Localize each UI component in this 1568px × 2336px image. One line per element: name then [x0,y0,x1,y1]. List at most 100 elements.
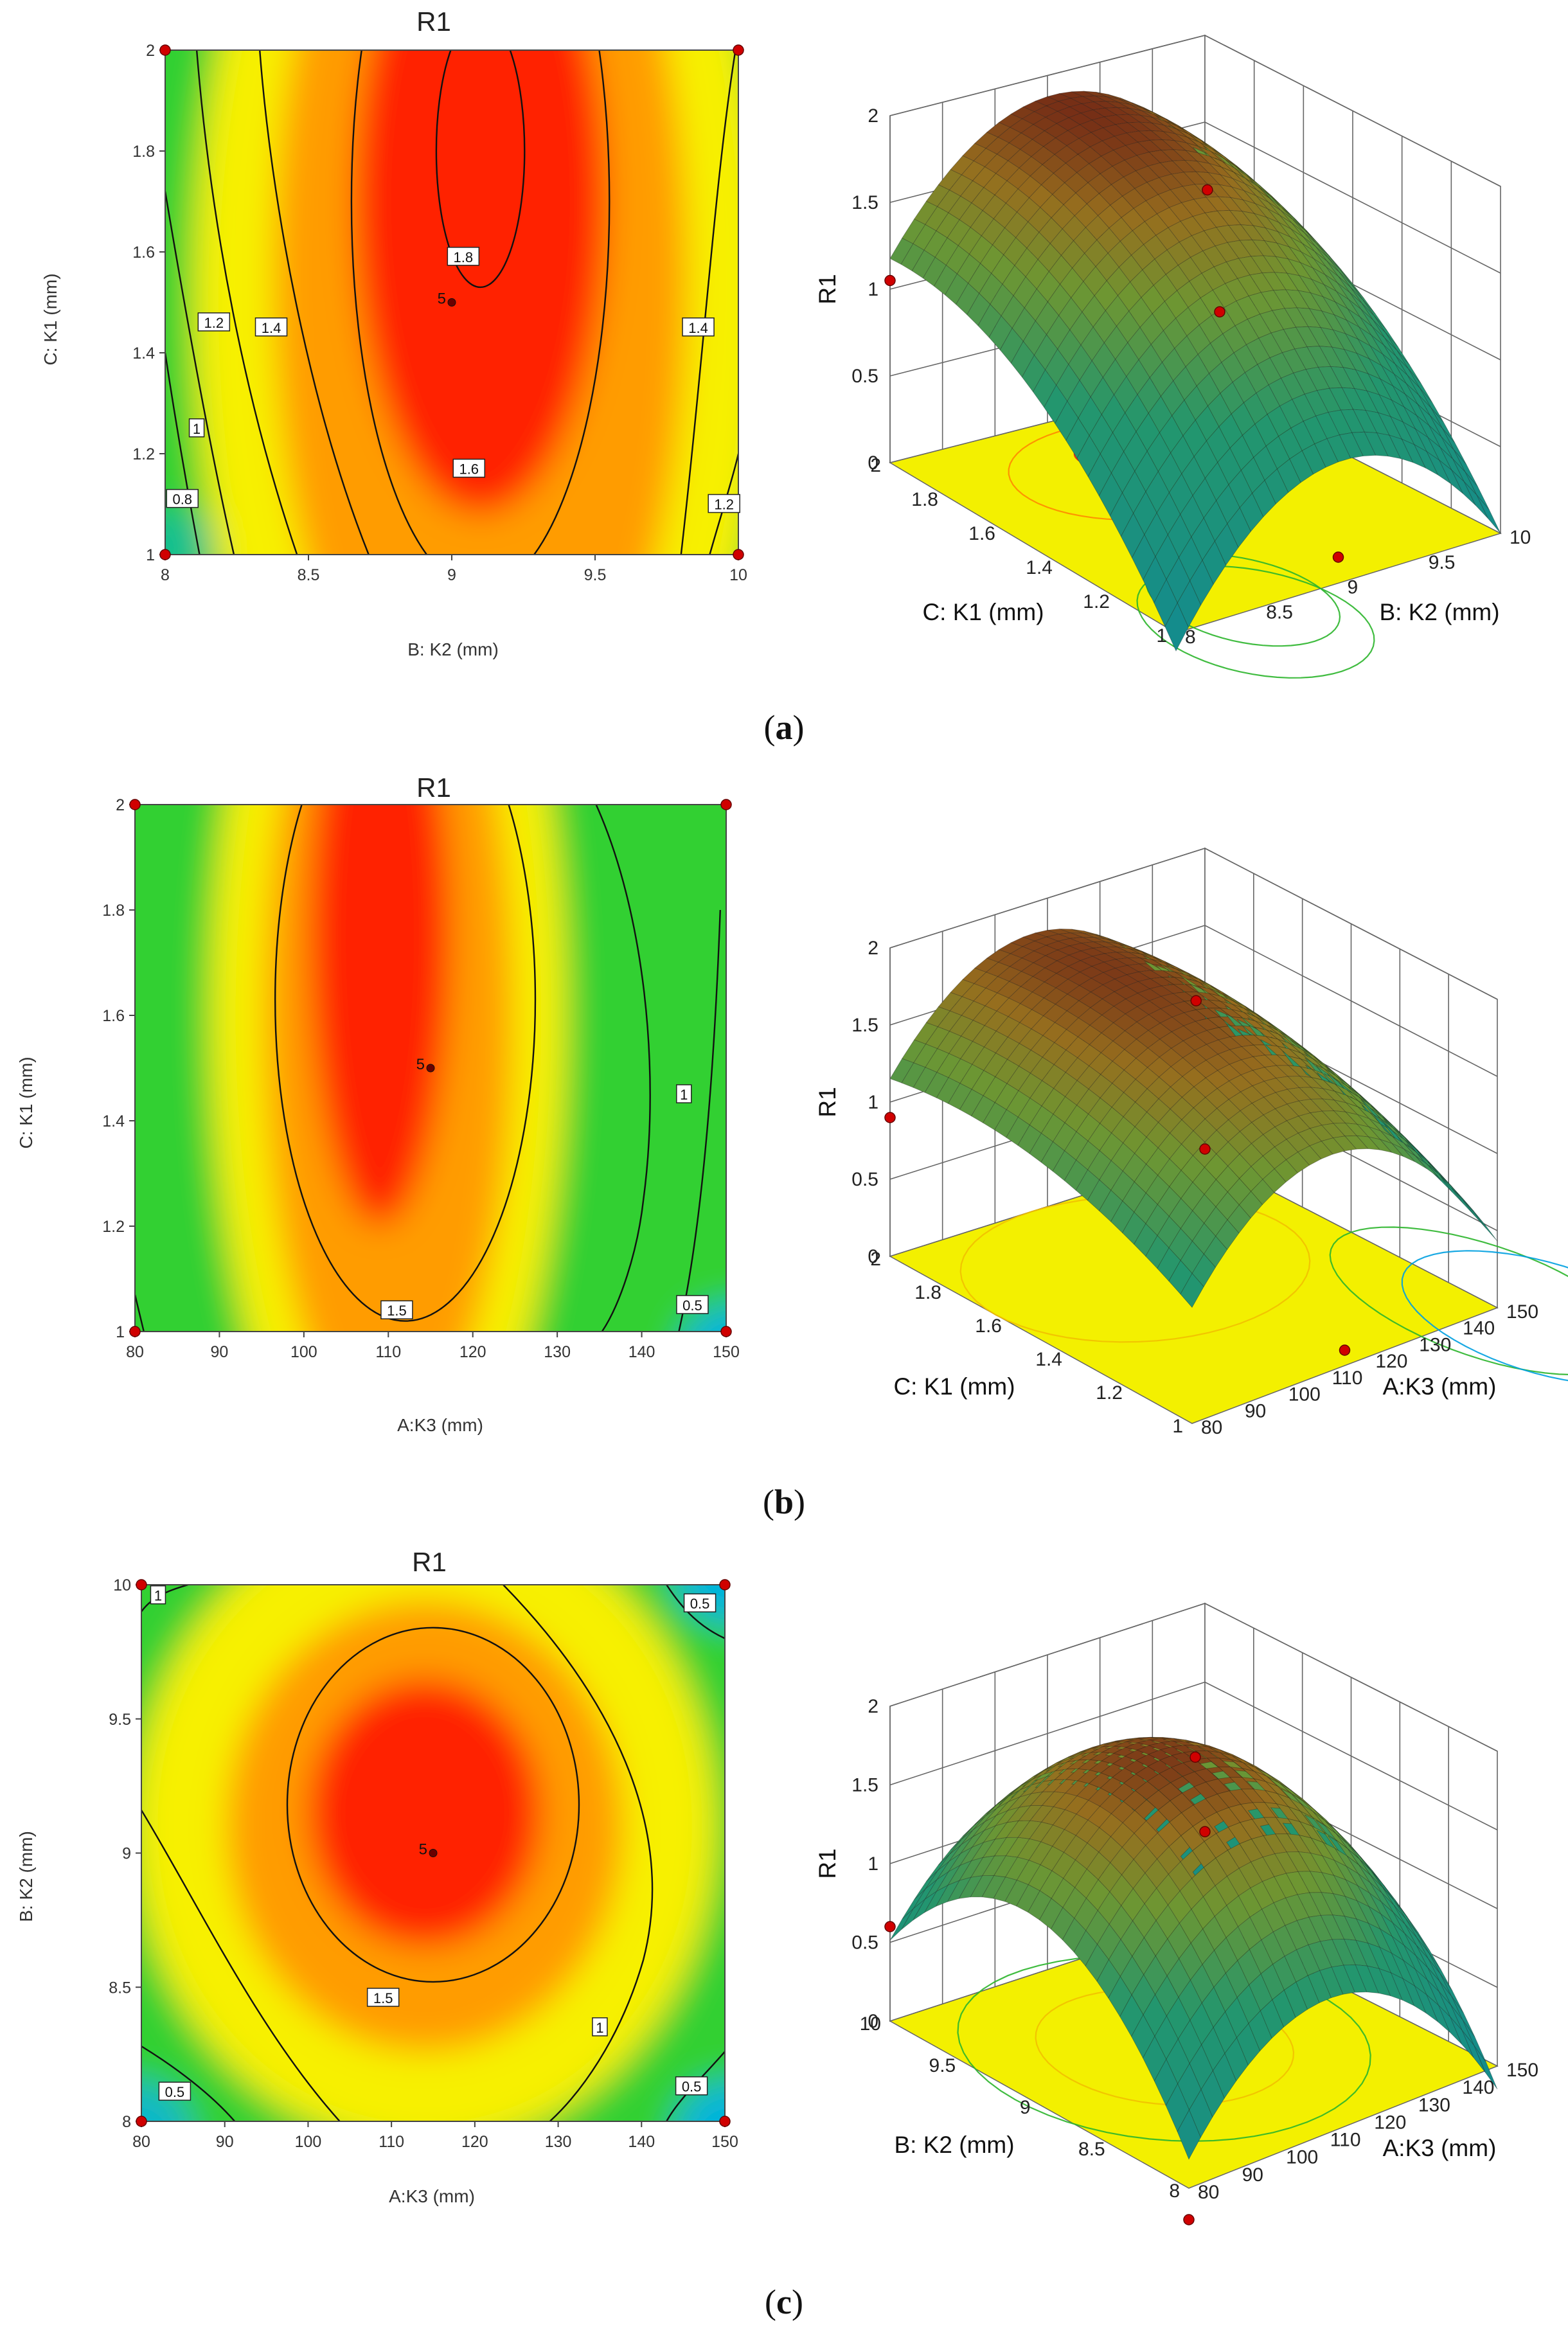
surface-cell [1476,494,1501,534]
x-tick-label: 10 [729,566,747,584]
contour-label: 0.5 [682,1297,702,1314]
center-point-label: 5 [419,1841,427,1859]
contour-label: 1.8 [454,249,474,265]
floor-contour [959,1195,1311,1343]
design-point [1214,306,1225,317]
contour-label: 1 [193,421,200,437]
contour-label-box [675,2076,708,2096]
x-tick-label: 8.5 [298,566,320,584]
surface-cell [1474,2046,1498,2090]
heatmap-band [354,50,607,515]
x-tick-label: 8 [1169,2180,1180,2202]
y-tick-label: 100 [1288,1384,1321,1405]
design-point [884,1112,896,1123]
design-point [1202,184,1213,196]
contour-b-lines [134,804,727,1332]
design-point [1190,995,1202,1006]
contour-line [195,50,298,555]
design-point [1199,1826,1211,1837]
design-point [136,1579,147,1591]
y-tick-label: 1.2 [102,1218,125,1236]
x-tick-label: 1 [1172,1416,1183,1437]
z-tick-label: 0.5 [851,1932,878,1954]
x-tick-label: 2 [870,1249,881,1270]
surface-mesh [889,929,1498,1308]
axes: 0 0.5 1 1.5 2 R1 10 9.5 9 8.5 8 80 90 100 110 120 130 140… [814,1696,1538,2225]
design-point [720,1326,732,1337]
heatmap-clip [165,50,738,555]
contour-c-labels: 1 0.5 1.5 1 0.5 0.5 5 [136,1579,731,2127]
y-tick-label: 8 [1185,627,1196,648]
x-tick-label: 9.5 [929,2055,956,2076]
x-axis-label: C: K1 (mm) [922,599,1044,625]
x-tick-label: 80 [126,1343,144,1361]
x-tick-label: 1 [1156,625,1167,646]
x-tick-label: 2 [870,455,881,476]
floor-contour [1329,1226,1568,1375]
contour-b-labels: 1.5 1 0.5 5 [129,799,732,1337]
floor-contour [1401,1250,1568,1382]
y-tick-label: 150 [1506,2060,1538,2081]
x-tick-label: 130 [545,2133,572,2151]
y-tick-label: 120 [1374,2112,1406,2133]
center-point [447,298,456,307]
x-tick-label: 1.4 [1026,557,1053,578]
y-tick-label: 1.6 [102,1007,125,1025]
contour-b-title: R1 [416,772,451,803]
contour-line [595,805,651,1332]
y-tick-label: 2 [146,42,155,60]
panel-b: R1 80 90 100 110 120 130 140 15011.21.41.61.82 … [16,772,1568,1438]
heatmap-cyan [141,2082,190,2121]
z-tick-label: 1.5 [851,192,878,213]
contour-c-xlabel: A:K3 (mm) [389,2186,475,2206]
y-tick-label: 140 [1462,2077,1494,2098]
contour-label-box [188,418,205,438]
contour-a-heatmap [165,50,738,555]
y-tick-label: 1.4 [102,1112,125,1130]
contour-label-box [380,1300,413,1319]
x-tick-label: 120 [459,1343,486,1361]
contour-a-ylabel: C: K1 (mm) [40,273,60,365]
x-tick-label: 120 [461,2133,488,2151]
y-tick-label: 100 [1286,2147,1318,2168]
design-point [720,799,732,810]
contour-b-xlabel: A:K3 (mm) [397,1415,483,1435]
contour-label-box [447,247,480,266]
y-axis-label: A:K3 (mm) [1383,1373,1497,1400]
x-tick-label: 1.6 [975,1315,1002,1337]
contour-line [165,352,200,555]
x-tick-label: 90 [216,2133,234,2151]
z-tick-label: 0.5 [851,1169,878,1190]
contour-label-box [150,1585,166,1605]
contour-label-box [676,1295,709,1314]
y-tick-label: 1.2 [132,445,155,463]
contour-frame [134,804,727,1332]
center-point [429,1849,438,1857]
heatmap-cyan [165,509,211,555]
contour-c-title: R1 [412,1547,447,1577]
y-tick-label: 1.4 [132,344,155,362]
contour-label: 1.5 [373,1990,393,2006]
caption-c: (c) [765,2283,803,2321]
contour-lines [165,50,738,555]
contour-line [286,1627,580,1983]
contour-line [503,1585,654,2121]
x-tick-label: 90 [211,1343,229,1361]
contour-a-title: R1 [416,6,451,37]
y-tick-label: 130 [1419,1334,1451,1355]
contour-a-ticks: 8 8.5 9 9.5 10 1 1.2 1.4 1.6 1.8 2 [132,42,747,584]
surface-mesh [889,91,1501,652]
z-tick-label: 0.5 [851,366,878,387]
axes: 0 0.5 1 1.5 2 R1 2 1.8 1.6 1.4 1.2 1 80 90 100 110 120 13… [814,938,1538,1438]
design-point [1189,1751,1201,1763]
y-tick-label: 110 [1332,1368,1363,1389]
design-point [1339,1344,1351,1356]
contour-line [141,2046,236,2121]
contour-label: 1.2 [204,315,224,331]
x-tick-label: 80 [132,2133,150,2151]
x-tick-label: 130 [544,1343,571,1361]
x-tick-label: 1.2 [1083,591,1110,612]
